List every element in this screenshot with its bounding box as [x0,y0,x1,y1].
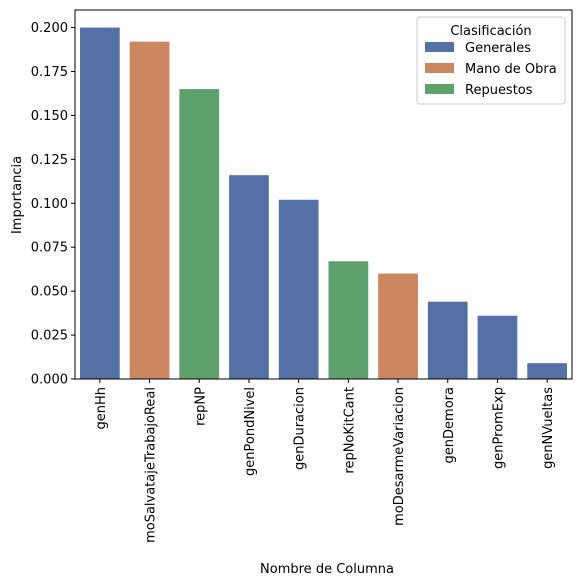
y-tick-label: 0.100 [31,197,68,212]
legend-label: Generales [465,41,531,56]
x-tick-label: moDesarmeVariacion [392,387,407,526]
legend-swatch [425,42,454,52]
bar-repNP [179,89,220,379]
x-tick-label: genPondNivel [243,387,258,476]
bars-group [79,27,568,379]
legend: Clasificación Generales Mano de Obra Repue… [416,16,566,105]
y-tick-label: 0.200 [31,21,68,36]
y-tick-label: 0.025 [31,329,68,344]
bar-genNVueltas [527,363,568,379]
x-tick-label: genDuracion [293,387,308,470]
x-axis-title: Nombre de Columna [260,562,394,577]
x-tick-label: repNP [193,387,208,426]
bar-genHh [79,27,120,379]
x-tick-label: genNVueltas [541,387,556,469]
plot-frame [74,9,573,380]
legend-box [416,16,566,105]
bar-genPromExp [477,315,518,379]
x-tick-label: genHh [94,387,109,430]
y-axis-title: Importancia [10,156,25,234]
y-tick-label: 0.050 [31,285,68,300]
bar-moDesarmeVariacion [378,273,418,379]
x-tick-label: repNoKitCant [342,387,357,474]
bar-genDemora [427,301,468,379]
y-tick-label: 0.000 [31,373,68,388]
legend-swatch [425,84,454,94]
bar-genDuracion [278,199,319,379]
y-axis-ticks: 0.000 0.025 0.050 0.075 0.100 0.125 0.150 0.175… [31,21,75,388]
x-tick-label: moSalvatajeTrabajoReal [144,387,159,543]
y-tick-label: 0.150 [31,109,68,124]
y-tick-label: 0.075 [31,241,68,256]
legend-label: Repuestos [465,83,533,98]
legend-title: Clasificación [450,24,531,39]
bar-moSalvatajeTrabajoReal [129,41,170,379]
x-axis-ticks: genHh moSalvatajeTrabajoReal repNP genPondN… [94,379,556,543]
x-tick-label: genDemora [442,387,457,463]
legend-label: Mano de Obra [465,62,557,77]
legend-swatch [425,63,454,73]
bar-repNoKitCant [328,261,369,379]
x-tick-label: genPromExp [491,387,506,469]
y-tick-label: 0.125 [31,153,68,168]
legend-entries: Generales Mano de Obra Repuestos [425,41,557,98]
bar-genPondNivel [229,175,269,379]
y-tick-label: 0.175 [31,65,68,80]
